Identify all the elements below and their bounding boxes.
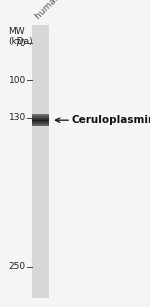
Bar — [32, 25, 49, 298]
Text: MW
(kDa): MW (kDa) — [8, 27, 33, 46]
Bar — [32, 118, 49, 119]
Bar — [32, 115, 49, 116]
Bar — [32, 119, 49, 120]
Bar — [32, 116, 49, 117]
Bar — [32, 121, 49, 122]
Text: 130: 130 — [9, 113, 26, 122]
Bar — [32, 120, 49, 121]
Text: human plasma: human plasma — [33, 0, 87, 21]
Bar — [32, 123, 49, 124]
Bar — [32, 124, 49, 125]
Bar — [32, 114, 49, 115]
Text: 250: 250 — [9, 262, 26, 271]
Text: 70: 70 — [14, 39, 26, 48]
Bar — [32, 117, 49, 118]
Text: 100: 100 — [9, 76, 26, 85]
Bar — [32, 125, 49, 126]
Text: Ceruloplasmin: Ceruloplasmin — [72, 115, 150, 125]
Bar — [32, 122, 49, 123]
